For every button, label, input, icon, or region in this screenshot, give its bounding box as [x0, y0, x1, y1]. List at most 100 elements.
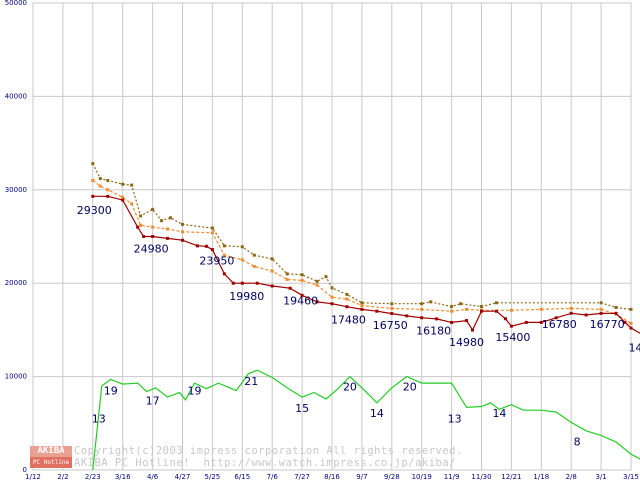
- data-point: [360, 307, 364, 311]
- data-point: [471, 328, 475, 332]
- price-label: 24980: [134, 242, 169, 255]
- price-label: 19980: [229, 290, 264, 303]
- data-point: [614, 311, 618, 315]
- series-line-shop: [92, 369, 640, 471]
- x-tick-label: 8/16: [324, 473, 340, 480]
- data-point: [330, 286, 334, 290]
- x-tick-label: 7/27: [294, 473, 310, 480]
- data-point: [509, 324, 513, 328]
- data-point: [270, 269, 274, 273]
- data-point: [151, 235, 155, 238]
- data-point: [160, 219, 164, 223]
- data-point: [240, 258, 244, 262]
- count-label: 15: [295, 402, 309, 415]
- data-point: [106, 178, 110, 182]
- x-tick-label: 5/25: [205, 473, 221, 480]
- y-axis-ticks: 0 10000 20000 30000 40000 50000: [5, 0, 27, 474]
- series-line-min: [92, 195, 640, 334]
- y-tick-label: 10000: [5, 373, 27, 381]
- data-point: [91, 178, 95, 182]
- data-point: [539, 307, 543, 311]
- data-point: [480, 305, 483, 309]
- data-point: [494, 301, 498, 305]
- count-label: 20: [343, 381, 357, 394]
- data-point: [315, 283, 319, 287]
- price-label: 17480: [331, 313, 366, 326]
- y-tick-label: 40000: [5, 92, 27, 100]
- data-point: [136, 225, 140, 229]
- data-point: [345, 292, 349, 296]
- x-tick-label: 2/8: [566, 473, 577, 480]
- count-label: 13: [92, 412, 106, 425]
- x-tick-label: 9/28: [384, 473, 400, 480]
- data-point: [390, 312, 394, 316]
- x-tick-label: 1/12: [25, 473, 41, 480]
- count-label: 20: [403, 381, 417, 394]
- data-point: [222, 272, 226, 276]
- data-point: [166, 236, 170, 240]
- data-point: [629, 307, 633, 311]
- data-point: [288, 286, 292, 290]
- data-point: [629, 326, 633, 330]
- data-point: [459, 302, 463, 306]
- data-point: [390, 302, 394, 306]
- data-point: [121, 198, 125, 202]
- data-point: [130, 183, 134, 187]
- price-label: 23950: [199, 255, 234, 268]
- data-point: [252, 253, 256, 257]
- price-label: 16770: [590, 318, 625, 331]
- data-point: [390, 306, 394, 310]
- data-point: [300, 278, 304, 282]
- data-point: [181, 238, 184, 242]
- count-label: 14: [492, 407, 506, 420]
- data-point: [569, 311, 573, 315]
- count-label: 13: [448, 412, 462, 425]
- count-label: 21: [244, 375, 258, 388]
- data-point: [503, 317, 507, 321]
- price-label: 19460: [283, 295, 318, 308]
- data-point: [151, 225, 155, 229]
- x-tick-label: 3/15: [623, 473, 639, 480]
- data-point: [345, 305, 349, 309]
- x-tick-label: 2/2: [57, 473, 68, 480]
- data-point: [204, 244, 208, 248]
- y-tick-label: 50000: [5, 0, 27, 7]
- data-point: [222, 253, 226, 257]
- count-label: 14: [370, 407, 384, 420]
- data-point: [554, 316, 558, 320]
- data-point: [210, 248, 214, 252]
- data-labels: 29300 24980 23950 19980 19460 17480 16750 16180…: [77, 204, 640, 449]
- data-point: [285, 277, 289, 281]
- data-point: [195, 244, 199, 248]
- data-point: [121, 182, 125, 186]
- copyright-line-1: Copyright(c)2003 impress corporation All…: [74, 445, 463, 457]
- data-point: [210, 231, 214, 235]
- data-point: [142, 235, 146, 238]
- data-point: [345, 297, 349, 301]
- data-point: [599, 307, 603, 311]
- data-point: [106, 188, 110, 192]
- data-point: [524, 320, 528, 324]
- data-point: [300, 273, 304, 277]
- logo-bottom-text: PC Hotline: [30, 457, 72, 468]
- price-label: 16180: [416, 325, 451, 338]
- data-point: [139, 223, 143, 227]
- data-point: [181, 230, 184, 234]
- x-tick-label: 2/23: [85, 473, 101, 480]
- data-point: [569, 306, 573, 310]
- count-label: 17: [146, 395, 160, 408]
- data-point: [450, 309, 454, 313]
- data-point: [629, 321, 633, 325]
- data-point: [98, 184, 102, 188]
- data-point: [106, 194, 110, 198]
- x-tick-label: 11/9: [444, 473, 460, 480]
- data-point: [599, 301, 603, 305]
- data-point: [429, 300, 433, 304]
- price-label: 14980: [449, 336, 484, 349]
- data-point: [252, 264, 256, 268]
- logo-top-text: AKIBA: [30, 446, 72, 457]
- data-point: [130, 202, 134, 206]
- x-tick-label: 9/7: [356, 473, 367, 480]
- data-point: [255, 281, 259, 285]
- data-point: [139, 214, 143, 218]
